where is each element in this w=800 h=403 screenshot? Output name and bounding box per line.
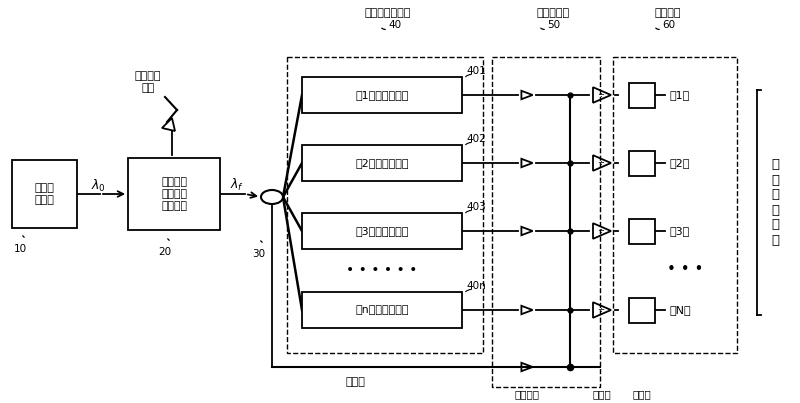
Text: 401: 401 — [466, 66, 486, 76]
Text: 403: 403 — [466, 202, 486, 212]
Text: 第3位: 第3位 — [669, 226, 690, 236]
Text: 光探测器: 光探测器 — [514, 389, 539, 399]
FancyBboxPatch shape — [629, 83, 655, 108]
Text: 连续激
光光源: 连续激 光光源 — [34, 183, 54, 205]
FancyBboxPatch shape — [629, 297, 655, 322]
Text: $\lambda_f$: $\lambda_f$ — [230, 177, 244, 193]
Text: 第2个梳状滤波器: 第2个梳状滤波器 — [355, 158, 409, 168]
Text: 待测微波
信号: 待测微波 信号 — [134, 71, 162, 93]
Text: 第1个梳状滤波器: 第1个梳状滤波器 — [355, 90, 409, 100]
Text: 40n: 40n — [466, 281, 486, 291]
FancyBboxPatch shape — [302, 292, 462, 328]
Text: 10: 10 — [14, 244, 27, 254]
Text: 光探测模块: 光探测模块 — [537, 8, 570, 18]
Text: 第n个梳状滤波器: 第n个梳状滤波器 — [355, 305, 409, 315]
Text: 30: 30 — [252, 249, 265, 259]
FancyBboxPatch shape — [302, 145, 462, 181]
Text: 梳状滤波器模块: 梳状滤波器模块 — [365, 8, 411, 18]
Text: 判决器: 判决器 — [633, 389, 651, 399]
Text: 数
字
编
码
输
出: 数 字 编 码 输 出 — [771, 158, 779, 247]
Text: 第3个梳状滤波器: 第3个梳状滤波器 — [355, 226, 409, 236]
Text: 第1位: 第1位 — [669, 90, 690, 100]
Text: ÷: ÷ — [598, 305, 604, 314]
Ellipse shape — [261, 190, 283, 204]
FancyBboxPatch shape — [302, 213, 462, 249]
Text: • • •: • • • — [667, 262, 703, 278]
Text: 50: 50 — [547, 20, 560, 30]
FancyBboxPatch shape — [302, 77, 462, 113]
Text: 402: 402 — [466, 134, 486, 144]
Text: ÷: ÷ — [598, 226, 604, 235]
Text: $\lambda_0$: $\lambda_0$ — [90, 178, 106, 194]
Text: 判决模块: 判决模块 — [654, 8, 682, 18]
Text: ÷: ÷ — [598, 91, 604, 100]
Text: ÷: ÷ — [598, 158, 604, 168]
Text: 载波抑制
型单边带
调制模块: 载波抑制 型单边带 调制模块 — [161, 177, 187, 211]
Text: • • • • • •: • • • • • • — [346, 263, 418, 277]
FancyBboxPatch shape — [128, 158, 220, 230]
Text: 除法器: 除法器 — [593, 389, 611, 399]
Text: 20: 20 — [158, 247, 171, 257]
Text: 第2位: 第2位 — [669, 158, 690, 168]
FancyBboxPatch shape — [629, 218, 655, 243]
FancyBboxPatch shape — [629, 150, 655, 175]
Text: 第N位: 第N位 — [669, 305, 690, 315]
FancyBboxPatch shape — [12, 160, 77, 228]
Text: 40: 40 — [388, 20, 401, 30]
Text: 60: 60 — [662, 20, 675, 30]
Text: 参考臂: 参考臂 — [345, 377, 365, 387]
